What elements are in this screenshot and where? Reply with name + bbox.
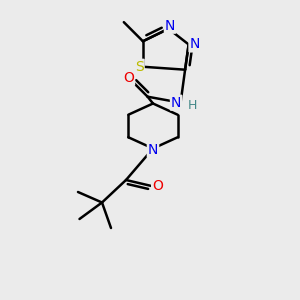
Text: N: N — [190, 38, 200, 51]
Text: N: N — [171, 96, 181, 110]
Text: O: O — [152, 179, 163, 193]
Text: N: N — [148, 143, 158, 157]
Text: H: H — [187, 99, 197, 112]
Text: S: S — [135, 60, 144, 74]
Text: N: N — [165, 19, 175, 33]
Text: O: O — [123, 71, 134, 85]
